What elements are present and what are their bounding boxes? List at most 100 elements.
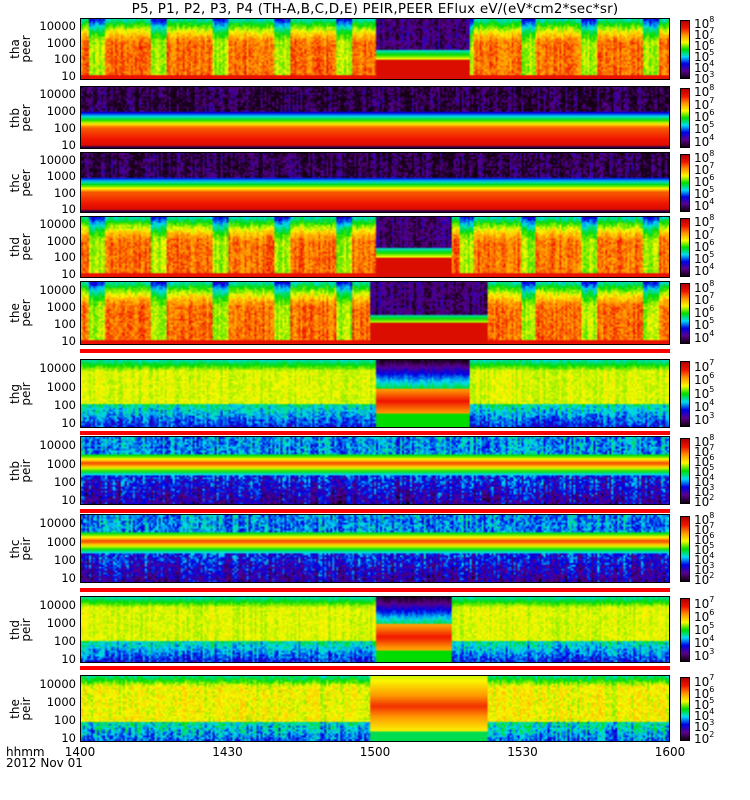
colorbar-tick-label: 107 xyxy=(694,673,715,690)
colorbar-tick-label: 107 xyxy=(694,161,715,178)
colorbar-exponent: 5 xyxy=(709,249,715,259)
species-label: peer xyxy=(19,35,33,63)
spectrogram-plot xyxy=(80,436,670,505)
colorbar-tick-label: 108 xyxy=(694,149,715,166)
colorbar-tick-label: 105 xyxy=(694,249,715,266)
colorbar-exponent: 6 xyxy=(709,303,715,313)
colorbar-tick-label: 107 xyxy=(694,521,715,537)
species-label: peer xyxy=(19,233,33,261)
colorbar-tick-label: 106 xyxy=(694,453,715,469)
x-tick-label: 1430 xyxy=(212,745,243,759)
colorbar-exponent: 4 xyxy=(709,398,715,407)
spectrogram-plot xyxy=(80,514,670,583)
colorbar-tick-label: 107 xyxy=(694,225,715,242)
spectrogram-image xyxy=(81,19,669,79)
colorbar-tick-label: 108 xyxy=(694,278,715,295)
colorbar-tick-label: 107 xyxy=(694,26,715,43)
colorbar-tick-label: 103 xyxy=(694,70,715,86)
colorbar-exponent: 7 xyxy=(709,594,715,604)
colorbar-exponent: 6 xyxy=(709,531,715,540)
colorbar-tick-label: 108 xyxy=(694,433,715,449)
x-tick-label: 1530 xyxy=(507,745,538,759)
species-label: peir xyxy=(19,617,33,642)
colorbar-tick-label: 104 xyxy=(694,633,715,650)
colorbar-tick-label: 106 xyxy=(694,303,715,320)
colorbar-exponent: 8 xyxy=(709,511,715,520)
colorbar-exponent: 6 xyxy=(709,173,715,183)
panel-ylabel: the peer xyxy=(8,298,33,328)
colorbar-tick-label: 104 xyxy=(694,551,715,567)
y-tick-label: 10000 xyxy=(39,87,76,102)
y-tick-label: 1000 xyxy=(46,694,76,709)
colorbar-tick-label: 106 xyxy=(694,108,715,125)
panel-ylabel: thd peir xyxy=(8,615,33,645)
colorbar-tick-label: 105 xyxy=(694,48,715,65)
colorbar xyxy=(680,88,690,148)
colorbar-exponent: 4 xyxy=(709,633,715,643)
colorbar-exponent: 4 xyxy=(709,328,715,338)
colorbar-tick-label: 105 xyxy=(694,185,715,202)
species-label: peer xyxy=(19,168,33,197)
y-tick-label: 10 xyxy=(61,651,76,666)
colorbar xyxy=(680,516,690,582)
panel-ylabel: thb peer xyxy=(8,103,33,133)
y-tick-label: 100 xyxy=(54,52,76,67)
colorbar-tick-label: 105 xyxy=(694,541,715,557)
colorbar-tick-label: 102 xyxy=(694,729,715,746)
colorbar-exponent: 7 xyxy=(709,26,715,36)
colorbar-exponent: 4 xyxy=(709,707,715,717)
colorbar-exponent: 3 xyxy=(709,561,715,570)
colorbar xyxy=(680,218,690,277)
colorbar-tick-label: 107 xyxy=(694,443,715,459)
y-tick-label: 10 xyxy=(61,493,76,508)
y-tick-label: 10000 xyxy=(39,597,76,612)
colorbar-exponent: 3 xyxy=(709,411,715,421)
spectrogram-plot xyxy=(80,359,670,428)
colorbar-exponent: 8 xyxy=(709,149,715,159)
spectrogram-image xyxy=(81,217,669,277)
y-tick-label: 1000 xyxy=(46,379,76,394)
colorbar-tick-label: 103 xyxy=(694,646,715,663)
colorbar-exponent: 4 xyxy=(709,197,715,207)
panel-separator xyxy=(80,349,670,353)
panel-ylabel: thb peir xyxy=(8,456,33,486)
colorbar-exponent: 7 xyxy=(709,358,715,367)
colorbar-exponent: 5 xyxy=(709,384,715,394)
colorbar-tick-label: 104 xyxy=(694,707,715,724)
colorbar-exponent: 8 xyxy=(709,213,715,223)
colorbar-exponent: 5 xyxy=(709,48,715,58)
colorbar-tick-label: 105 xyxy=(694,316,715,333)
y-tick-label: 100 xyxy=(54,316,76,331)
species-label: peir xyxy=(19,381,33,406)
colorbar-tick-label: 106 xyxy=(694,173,715,190)
y-tick-label: 100 xyxy=(54,553,76,567)
species-label: peir xyxy=(19,536,33,561)
panel-ylabel: thc peir xyxy=(8,534,33,564)
colorbar-tick-label: 107 xyxy=(694,358,715,374)
y-tick-label: 10 xyxy=(61,416,76,431)
colorbar-tick-label: 104 xyxy=(694,328,715,345)
y-tick-label: 10 xyxy=(61,137,76,152)
colorbar-exponent: 5 xyxy=(709,620,715,630)
colorbar-exponent: 8 xyxy=(709,278,715,288)
colorbar-tick-label: 108 xyxy=(694,15,715,32)
colorbar xyxy=(680,677,690,741)
colorbar-tick-label: 106 xyxy=(694,684,715,701)
panel-ylabel: thc peer xyxy=(8,168,33,198)
species-label: peir xyxy=(19,458,33,483)
colorbar-tick-label: 103 xyxy=(694,561,715,577)
colorbar-exponent: 7 xyxy=(709,291,715,301)
colorbar-exponent: 3 xyxy=(709,718,715,728)
colorbar-tick-label: 108 xyxy=(694,213,715,230)
y-tick-label: 10 xyxy=(61,68,76,83)
panel-ylabel: the peir xyxy=(8,694,33,724)
x-tick-label: 1400 xyxy=(64,745,96,759)
y-tick-label: 10000 xyxy=(39,153,76,168)
colorbar-tick-label: 108 xyxy=(694,83,715,100)
colorbar-exponent: 6 xyxy=(709,453,715,462)
colorbar-tick-label: 104 xyxy=(694,398,715,414)
colorbar-exponent: 6 xyxy=(709,37,715,47)
spectrogram-image xyxy=(81,676,669,741)
panel-ylabel: thg peir xyxy=(8,379,33,409)
species-label: peer xyxy=(19,103,33,132)
